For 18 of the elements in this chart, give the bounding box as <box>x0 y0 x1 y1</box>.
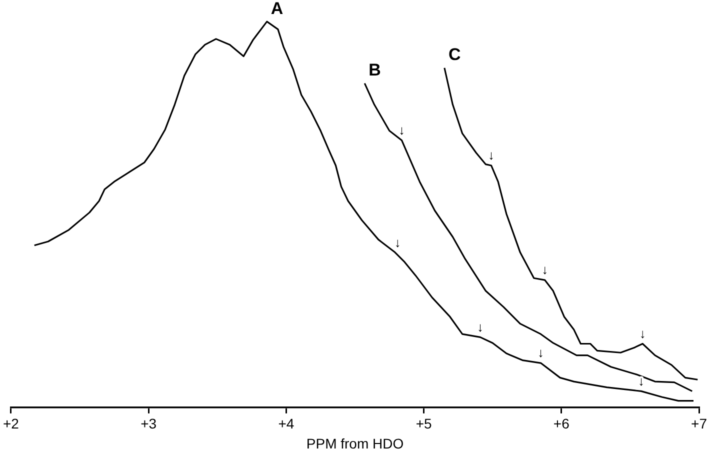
series-label: C <box>448 45 461 64</box>
annotation: ↓ <box>398 122 406 138</box>
x-tick-label: +7 <box>691 416 708 432</box>
series-label: A <box>270 0 284 18</box>
annotation: ↓ <box>542 262 548 278</box>
series-label: B <box>368 60 381 80</box>
x-axis-title: PPM from HDO <box>306 435 404 452</box>
x-tick-label: +6 <box>553 416 570 432</box>
x-tick-label: +3 <box>140 416 157 432</box>
annotation: ↓ <box>538 345 544 360</box>
annotation: ↓ <box>394 235 401 250</box>
annotation: ↓ <box>639 326 646 341</box>
x-tick-label: +4 <box>278 416 294 432</box>
annotation: ↓ <box>476 319 484 334</box>
x-tick-label: +2 <box>2 416 20 432</box>
annotation: ↓ <box>638 373 644 388</box>
annotation: ↓ <box>488 148 494 163</box>
x-tick-label: +5 <box>416 416 432 432</box>
